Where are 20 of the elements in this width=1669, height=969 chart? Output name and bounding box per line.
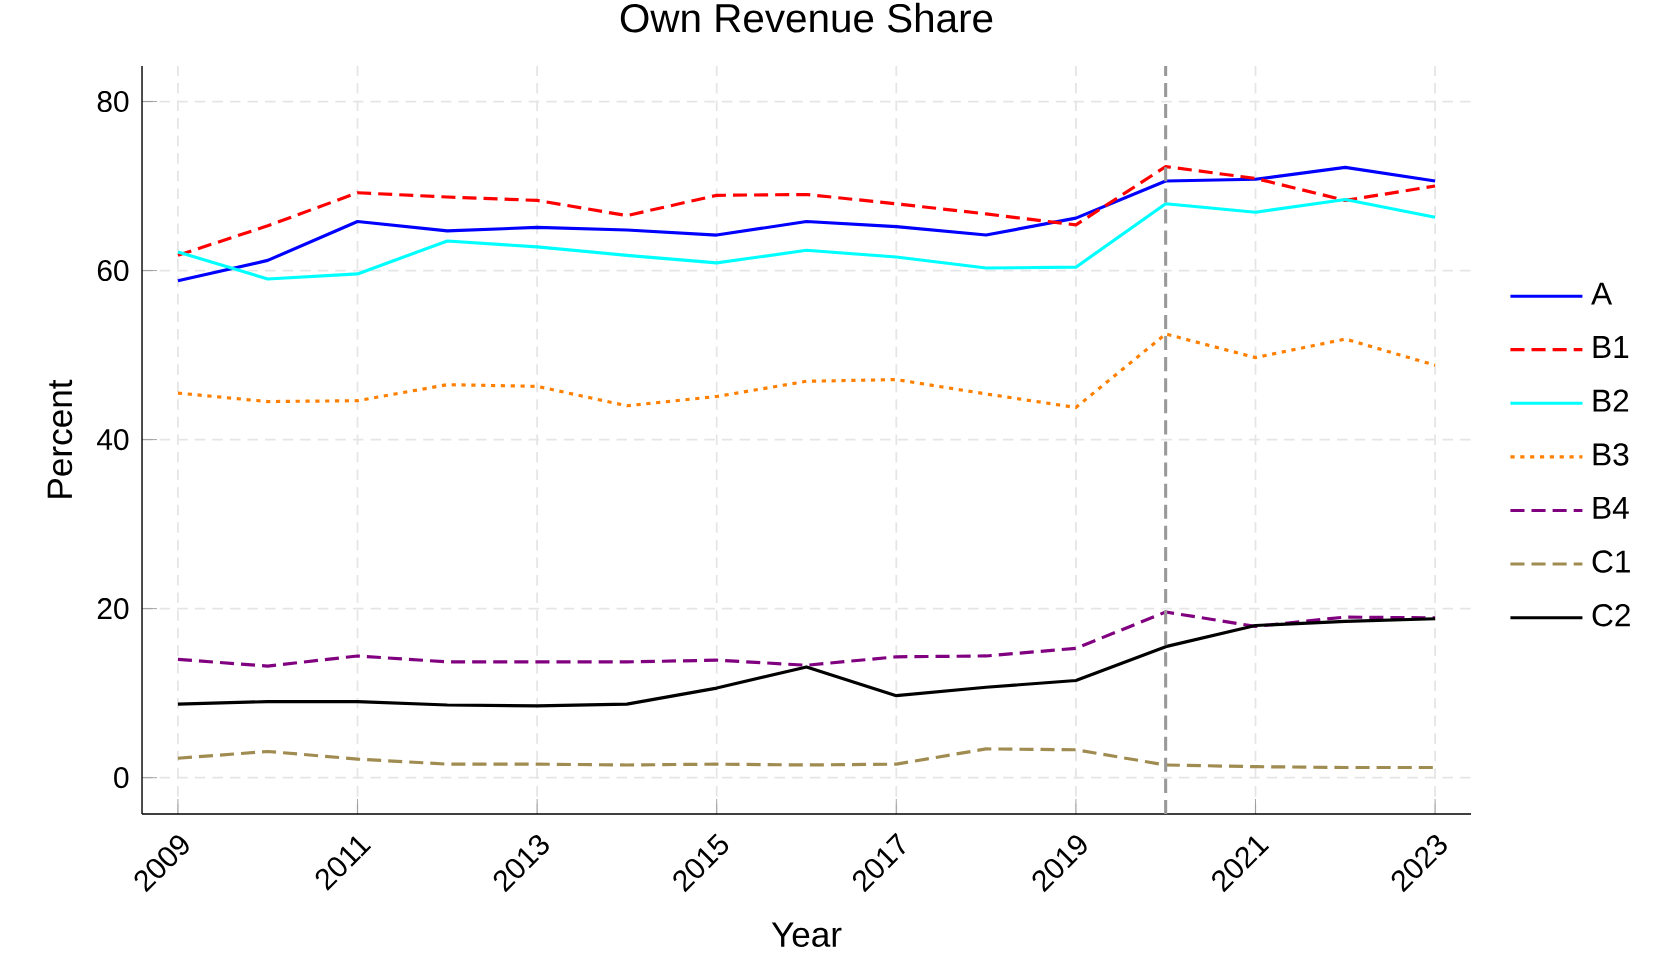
legend-label: C1: [1592, 550, 1630, 573]
y-tick-label: 40: [97, 429, 129, 451]
legend-label: C2: [1592, 604, 1630, 627]
line-series: [176, 165, 1437, 283]
y-tick-label: 20: [97, 598, 129, 620]
legend-label: B2: [1593, 389, 1629, 412]
legend-label: B1: [1593, 336, 1629, 358]
legend-label: B4: [1593, 496, 1629, 519]
line-series: [176, 197, 1437, 281]
chart-title: Own Revenue Share: [620, 2, 993, 33]
y-tick-label: 60: [97, 259, 129, 282]
line-series: [176, 617, 1437, 708]
line-series: [176, 332, 1437, 410]
legend-label: B3: [1593, 443, 1629, 466]
y-tick-label: 80: [97, 90, 129, 113]
line-series: [176, 165, 1437, 257]
legend-label: A: [1591, 282, 1613, 305]
y-axis-title: Percent: [47, 379, 73, 498]
y-tick-label: 0: [114, 767, 129, 789]
x-axis-title: Year: [771, 922, 842, 947]
